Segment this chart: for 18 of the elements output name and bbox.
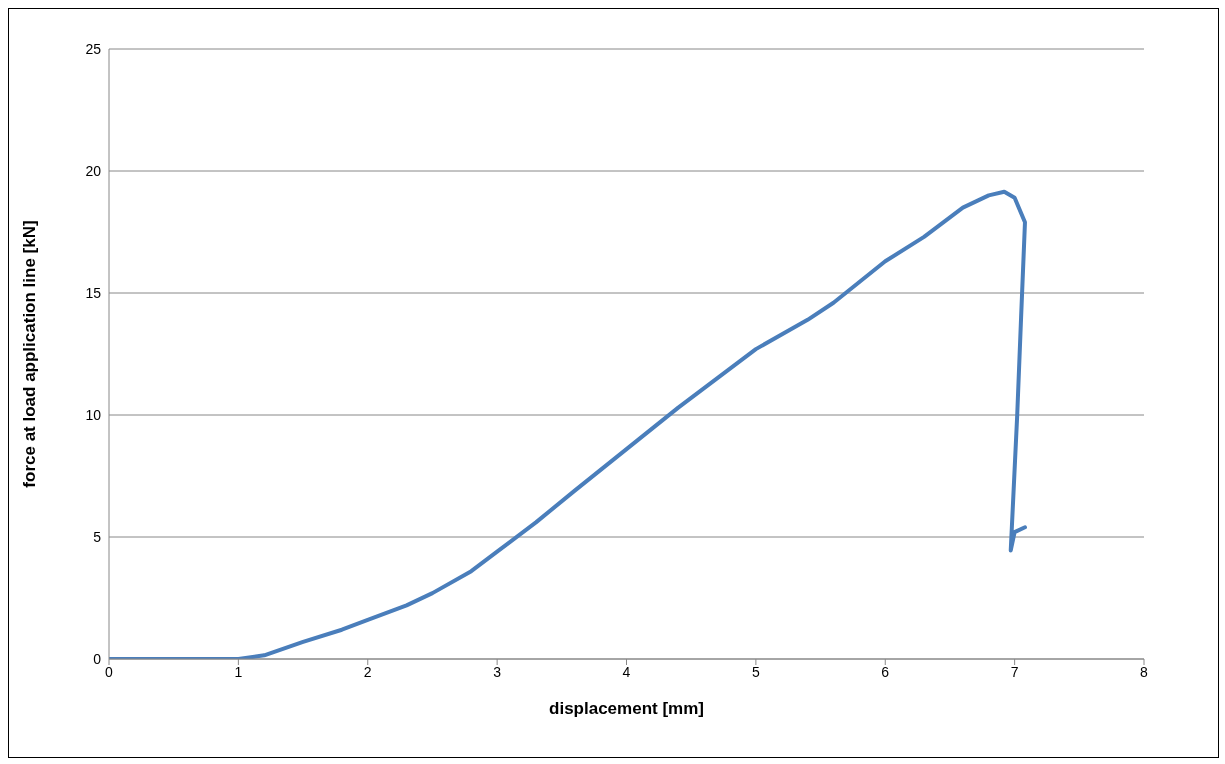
y-tick-label: 25 (85, 40, 102, 57)
x-tick-label: 8 (1140, 663, 1149, 680)
x-tick-label: 7 (1010, 663, 1019, 680)
y-tick-label: 10 (85, 406, 102, 423)
y-tick-label: 5 (93, 528, 102, 545)
y-tick-label: 20 (85, 162, 102, 179)
y-tick-label: 15 (85, 284, 102, 301)
x-tick-label: 6 (881, 663, 890, 680)
line-series (109, 189, 1027, 659)
x-tick-label: 1 (234, 663, 243, 680)
x-tick-label: 3 (493, 663, 502, 680)
x-axis-title: displacement [mm] (549, 699, 704, 718)
x-tick-label: 4 (622, 663, 631, 680)
y-tick-label: 0 (93, 650, 102, 667)
x-tick-label: 5 (751, 663, 760, 680)
x-tick-label: 2 (363, 663, 372, 680)
y-axis-title: force at load application line [kN] (20, 220, 40, 488)
x-tick-label: 0 (105, 663, 114, 680)
